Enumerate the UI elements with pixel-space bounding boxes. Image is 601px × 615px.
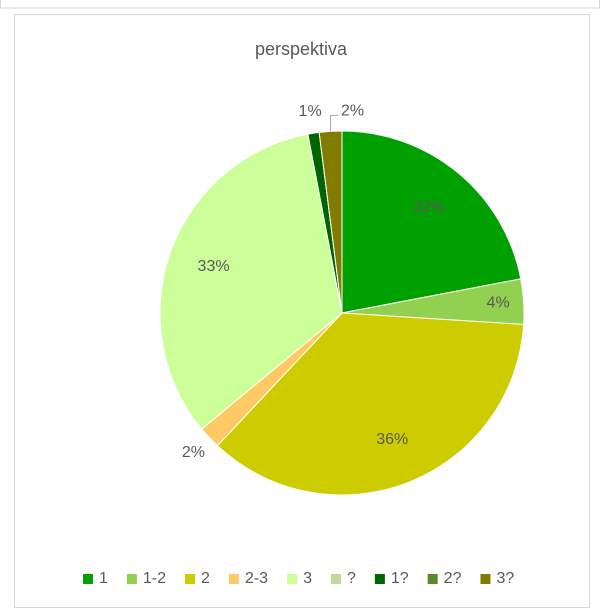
legend-swatch <box>330 574 341 584</box>
legend-label: 3? <box>496 570 514 587</box>
legend-swatch <box>228 574 239 584</box>
legend-swatch <box>126 574 137 584</box>
legend-label: 2-3 <box>245 570 268 587</box>
legend-label: 1? <box>391 570 409 587</box>
legend-swatch <box>427 574 438 584</box>
data-label: 1% <box>299 103 322 120</box>
data-label: 2% <box>341 103 364 120</box>
legend-label: 1 <box>99 570 108 587</box>
pie-slice <box>341 130 522 314</box>
legend-swatch <box>83 574 93 584</box>
leader-line <box>330 114 339 132</box>
data-label: 4% <box>487 294 510 311</box>
chart-title: perspektiva <box>255 39 348 59</box>
legend-swatch <box>185 574 196 584</box>
data-label: 33% <box>198 258 230 275</box>
data-label: 22% <box>413 199 445 216</box>
legend-swatch <box>287 574 298 584</box>
legend-label: 2 <box>201 570 210 587</box>
legend-label: 3 <box>303 570 312 587</box>
data-label: 36% <box>376 431 408 448</box>
legend-label: 1-2 <box>143 570 166 587</box>
data-label: 2% <box>182 444 205 461</box>
pie-slice <box>216 312 525 496</box>
frame-top <box>0 0 600 9</box>
legend-label: ? <box>347 570 356 587</box>
legend-swatch <box>480 574 491 584</box>
pie-slice <box>159 133 343 430</box>
legend-label: 2? <box>444 570 462 587</box>
legend-swatch <box>374 574 385 584</box>
